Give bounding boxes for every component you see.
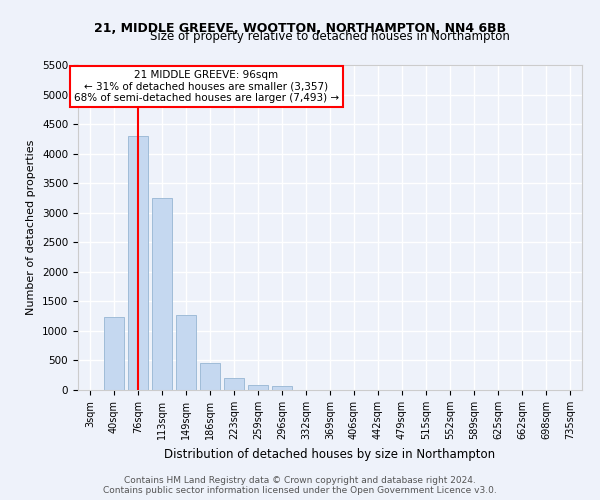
- Text: 21 MIDDLE GREEVE: 96sqm
← 31% of detached houses are smaller (3,357)
68% of semi: 21 MIDDLE GREEVE: 96sqm ← 31% of detache…: [74, 70, 339, 103]
- Bar: [224, 378, 244, 390]
- Bar: [248, 384, 268, 390]
- Bar: [200, 363, 220, 390]
- Y-axis label: Number of detached properties: Number of detached properties: [26, 140, 37, 315]
- Bar: [176, 315, 196, 390]
- Title: Size of property relative to detached houses in Northampton: Size of property relative to detached ho…: [150, 30, 510, 43]
- Bar: [128, 136, 148, 390]
- Bar: [152, 198, 172, 390]
- Bar: [272, 386, 292, 390]
- Bar: [104, 318, 124, 390]
- Text: 21, MIDDLE GREEVE, WOOTTON, NORTHAMPTON, NN4 6BB: 21, MIDDLE GREEVE, WOOTTON, NORTHAMPTON,…: [94, 22, 506, 36]
- X-axis label: Distribution of detached houses by size in Northampton: Distribution of detached houses by size …: [164, 448, 496, 460]
- Text: Contains HM Land Registry data © Crown copyright and database right 2024.
Contai: Contains HM Land Registry data © Crown c…: [103, 476, 497, 495]
